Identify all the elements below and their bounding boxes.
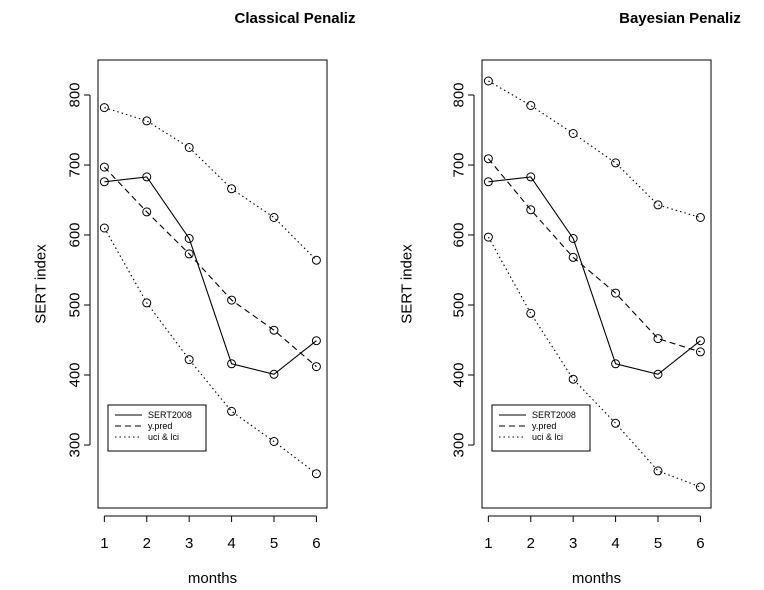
bayesian-series-2-point-1 [483,76,493,86]
bayesian-series-0-line [488,176,701,375]
classical-series-3-point-3 [184,355,194,365]
classical-series-2-point-3 [184,143,194,152]
bayesian-series-3-point-6 [695,482,705,492]
classical-series-0-point-5 [269,369,279,379]
classical-x-tick-label-4: 4 [227,535,235,552]
classical-series-1-point-1 [99,162,109,172]
classical-y-tick-label-300: 300 [66,432,83,457]
classical-series-3-line [103,227,317,475]
classical-series-3-point-2 [142,298,152,308]
bayesian-legend-label-1: y.pred [532,421,556,431]
classical-x-axis-label: months [188,570,237,587]
classical-series-0-point-4 [227,359,237,369]
classical-x-tick-label-6: 6 [312,535,320,552]
classical-x-tick-label-3: 3 [185,535,193,552]
classical-series-2-point-6 [311,255,321,265]
classical-series-0-point-6 [311,336,321,346]
classical-y-tick-label-700: 700 [66,152,83,177]
bayesian-y-tick-label-400: 400 [450,362,467,387]
bayesian-y-tick-label-300: 300 [450,432,467,457]
classical-series-0-point-3 [184,234,194,243]
classical-series-0-line [104,176,317,375]
classical-legend-label-2: uci & lci [148,432,179,442]
classical-series-1-point-2 [142,207,152,217]
bayesian-y-axis-label: SERT index [398,244,415,324]
bayesian-chart-title: Bayesian Penaliz [619,10,741,27]
classical-y-tick-label-400: 400 [66,362,83,387]
bayesian-y-tick-label-500: 500 [450,292,467,317]
bayesian-x-tick-label-4: 4 [611,535,619,552]
bayesian-legend-label-0: SERT2008 [532,410,576,420]
bayesian-plot-frame [481,59,712,509]
bayesian-legend-box [491,404,591,452]
classical-series-3-point-1 [99,223,109,233]
classical-x-tick-label-2: 2 [143,535,151,552]
classical-series-2-line [104,107,317,261]
classical-y-axis-label: SERT index [32,244,49,324]
bayesian-x-tick-label-2: 2 [527,535,535,552]
bayesian-series-2-point-6 [695,213,705,222]
bayesian-series-3-line [487,236,701,488]
classical-legend-label-1: y.pred [148,421,172,431]
bayesian-series-0-point-2 [526,172,536,182]
classical-x-tick-label-1: 1 [100,535,108,552]
bayesian-series-1-point-4 [611,288,621,298]
bayesian-y-tick-label-600: 600 [450,222,467,247]
classical-series-2-point-1 [99,103,109,113]
bayesian-x-tick-label-3: 3 [569,535,577,552]
bayesian-series-1-point-1 [483,154,493,164]
classical-chart-title: Classical Penaliz [235,10,356,27]
bayesian-series-2-point-4 [611,158,621,168]
classical-y-tick-label-500: 500 [66,292,83,317]
classical-legend-box [107,404,207,452]
classical-series-0-point-2 [142,172,152,182]
classical-series-1-point-5 [269,325,279,335]
bayesian-series-0-point-6 [695,336,705,346]
bayesian-series-0-point-3 [568,234,578,243]
classical-plot-frame [97,59,328,509]
classical-x-tick-label-5: 5 [270,535,278,552]
bayesian-x-tick-label-6: 6 [696,535,704,552]
bayesian-series-1-point-2 [526,205,536,215]
classical-series-1-point-3 [184,249,194,259]
bayesian-series-1-point-5 [653,334,663,344]
bayesian-series-3-point-2 [526,308,536,318]
bayesian-series-0-point-5 [653,369,663,379]
classical-y-tick-label-800: 800 [66,82,83,107]
bayesian-series-2-point-3 [568,129,578,138]
classical-legend-label-0: SERT2008 [148,410,192,420]
bayesian-series-3-point-3 [568,374,578,384]
bayesian-series-1-point-3 [568,252,578,262]
classical-series-3-point-5 [269,437,279,446]
classical-series-2-point-5 [269,213,279,222]
bayesian-series-3-point-4 [611,418,621,428]
classical-panel: Classical Penaliz 300 400 500 600 700 800 SERT … [32,10,355,587]
bayesian-x-axis-label: months [572,570,621,587]
bayesian-series-2-point-5 [653,200,663,210]
bayesian-series-0-point-1 [483,177,493,187]
bayesian-legend-label-2: uci & lci [532,432,563,442]
bayesian-y-tick-label-700: 700 [450,152,467,177]
classical-series-1-point-4 [227,295,237,305]
classical-y-tick-label-600: 600 [66,222,83,247]
bayesian-x-tick-label-1: 1 [484,535,492,552]
bayesian-series-3-point-1 [483,232,493,242]
bayesian-panel: Bayesian Penaliz 300 400 500 600 700 800 SERT i… [398,10,741,587]
classical-series-1-point-6 [311,362,321,372]
classical-series-2-point-2 [142,116,152,126]
classical-series-2-point-4 [227,184,237,194]
bayesian-series-2-line [488,80,701,219]
classical-series-1-line [104,166,317,368]
bayesian-series-0-point-4 [611,359,621,369]
bayesian-x-tick-label-5: 5 [654,535,662,552]
classical-series-0-point-1 [99,177,109,187]
bayesian-y-tick-label-800: 800 [450,82,467,107]
bayesian-series-1-point-6 [695,347,705,357]
classical-series-3-point-4 [227,406,237,416]
bayesian-series-2-point-2 [526,101,536,110]
bayesian-series-1-line [487,158,701,353]
classical-series-3-point-6 [311,469,321,479]
bayesian-series-3-point-5 [653,466,663,476]
